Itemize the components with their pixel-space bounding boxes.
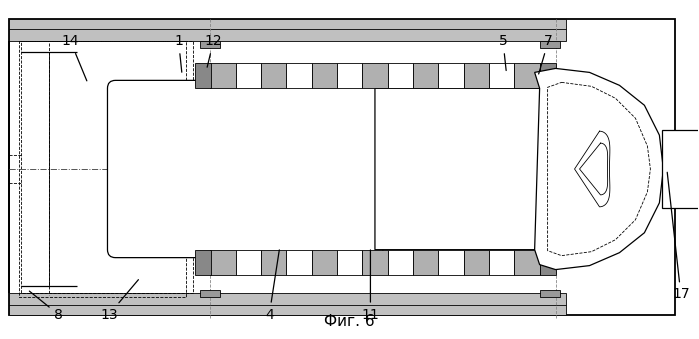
Polygon shape — [535, 68, 663, 270]
Text: 5: 5 — [498, 34, 507, 71]
Bar — [540, 63, 556, 88]
Bar — [362, 63, 388, 88]
Bar — [489, 250, 514, 275]
Bar — [236, 250, 261, 275]
Text: 1: 1 — [174, 34, 183, 72]
Bar — [337, 250, 362, 275]
Bar — [8, 19, 565, 41]
Text: 14: 14 — [62, 34, 87, 81]
Bar — [438, 250, 463, 275]
Text: 8: 8 — [29, 291, 63, 322]
Bar — [540, 250, 556, 275]
Bar — [261, 250, 287, 275]
Text: 11: 11 — [361, 250, 380, 322]
Bar — [438, 63, 463, 88]
Bar — [540, 41, 560, 48]
Bar — [413, 250, 438, 275]
Bar — [413, 63, 438, 88]
Bar — [195, 63, 211, 88]
Text: 13: 13 — [100, 280, 138, 322]
Bar — [663, 130, 699, 208]
Bar — [540, 290, 560, 298]
Bar — [463, 250, 489, 275]
Bar — [201, 290, 220, 298]
Text: 7: 7 — [539, 34, 553, 74]
Bar — [201, 41, 220, 48]
Bar — [236, 63, 261, 88]
Bar — [195, 250, 211, 275]
Polygon shape — [375, 88, 614, 250]
Bar — [362, 250, 388, 275]
Bar — [337, 63, 362, 88]
Bar — [19, 41, 187, 298]
Bar — [489, 63, 514, 88]
Text: Фиг. 6: Фиг. 6 — [324, 314, 374, 330]
Bar — [210, 250, 236, 275]
Text: 4: 4 — [265, 250, 280, 322]
Bar — [463, 63, 489, 88]
Text: 12: 12 — [205, 34, 222, 67]
Bar — [388, 250, 413, 275]
Bar — [388, 63, 413, 88]
Bar — [287, 250, 312, 275]
Text: 17: 17 — [668, 172, 690, 301]
Bar — [21, 41, 194, 294]
Bar — [514, 63, 540, 88]
Bar — [261, 63, 287, 88]
Bar — [8, 294, 565, 315]
Bar — [312, 63, 337, 88]
Bar — [287, 63, 312, 88]
FancyBboxPatch shape — [108, 80, 383, 258]
Bar — [8, 19, 675, 315]
Bar — [312, 250, 337, 275]
Bar — [210, 63, 236, 88]
Bar — [514, 250, 540, 275]
